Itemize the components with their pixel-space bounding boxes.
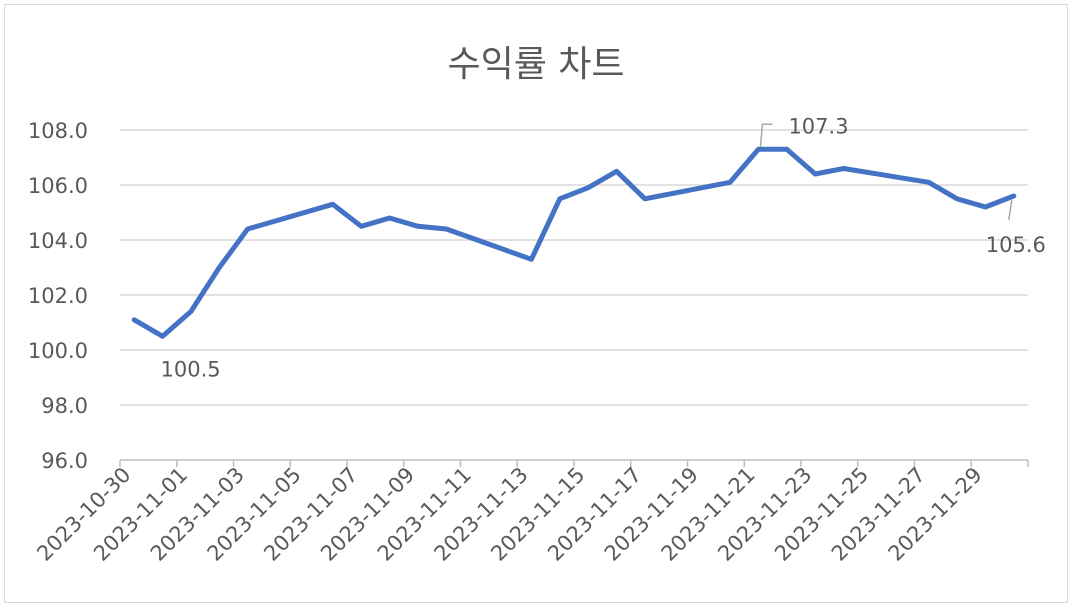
y-tick-label: 104.0 [28,229,88,253]
y-tick-label: 108.0 [28,119,88,143]
y-tick-label: 102.0 [28,284,88,308]
y-tick-label: 96.0 [41,449,88,473]
series-layer [131,146,1017,339]
data-label: 100.5 [161,357,221,381]
leader-line [1008,199,1013,221]
chart-title: 수익률 차트 [447,44,624,85]
series-line [131,146,1017,339]
y-tick-label: 98.0 [41,394,88,418]
chart-border [4,4,1068,603]
y-tick-label: 106.0 [28,174,88,198]
gridlines [120,129,1028,406]
data-label: 105.6 [986,233,1046,257]
data-labels: 100.5 107.3 105.6 [161,114,1046,381]
data-label: 107.3 [788,114,848,138]
y-tick-label: 100.0 [28,339,88,363]
leader-line [759,123,773,148]
